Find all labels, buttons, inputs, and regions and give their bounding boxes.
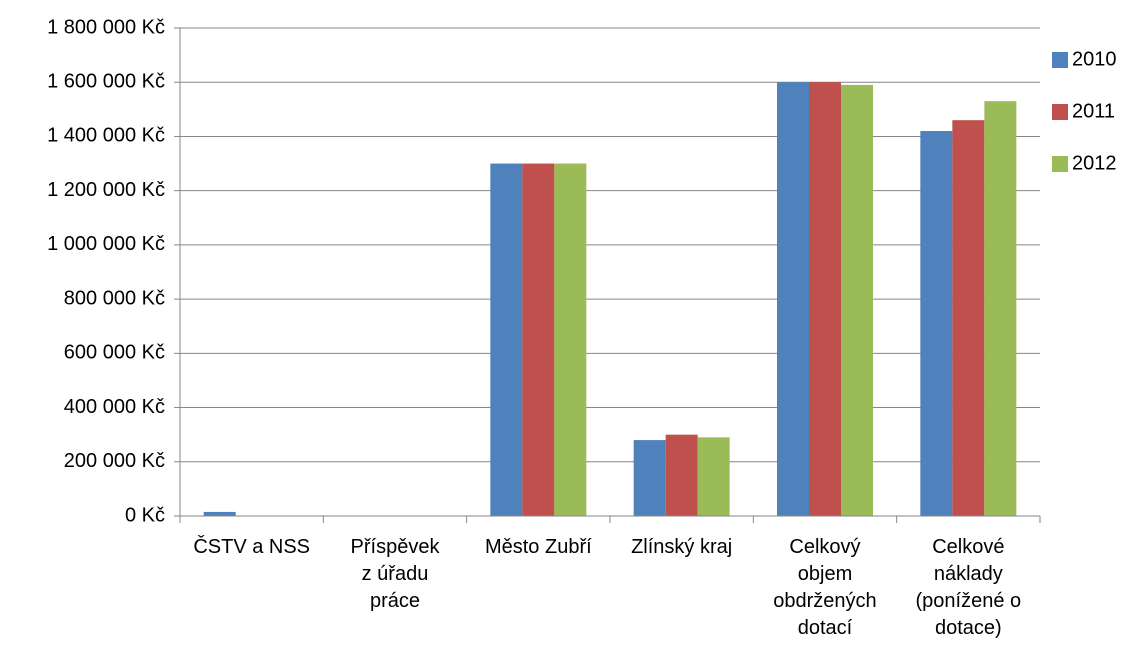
legend-label: 2012 [1072, 152, 1117, 174]
bar [490, 163, 523, 517]
bar [952, 120, 985, 516]
y-tick-label: 0 Kč [125, 504, 165, 526]
bar [809, 82, 841, 516]
bar [697, 437, 730, 516]
bar [777, 82, 809, 516]
x-tick-label: Zlínský kraj [631, 536, 733, 558]
y-tick-label: 600 000 Kč [64, 342, 165, 364]
bar [841, 84, 873, 516]
legend-label: 2011 [1072, 100, 1115, 122]
bar [984, 101, 1017, 516]
y-tick-label: 1 800 000 Kč [47, 16, 165, 38]
legend-swatch [1052, 104, 1068, 120]
y-tick-label: 1 600 000 Kč [47, 71, 165, 93]
y-tick-label: 1 400 000 Kč [47, 125, 165, 147]
x-tick-label: Příspěvek z úřadu práce [350, 536, 440, 612]
legend-swatch [1052, 52, 1068, 68]
y-tick-label: 1 000 000 Kč [47, 233, 165, 255]
bar [665, 434, 698, 516]
y-tick-label: 400 000 Kč [64, 396, 165, 418]
y-tick-label: 1 200 000 Kč [47, 179, 165, 201]
x-tick-label: Celkový objem obdržených dotací [773, 536, 877, 639]
bar [633, 440, 666, 516]
bar [203, 511, 236, 516]
bar [522, 163, 555, 517]
legend-swatch [1052, 156, 1068, 172]
bar [554, 163, 587, 517]
y-tick-label: 200 000 Kč [64, 450, 165, 472]
x-tick-label: Město Zubří [484, 536, 592, 558]
bar [920, 131, 953, 516]
x-tick-label: Celkové náklady (ponížené o dotace) [915, 536, 1022, 639]
legend-label: 2010 [1072, 48, 1117, 70]
y-tick-label: 800 000 Kč [64, 287, 165, 309]
x-tick-label: ČSTV a NSS [193, 536, 311, 558]
